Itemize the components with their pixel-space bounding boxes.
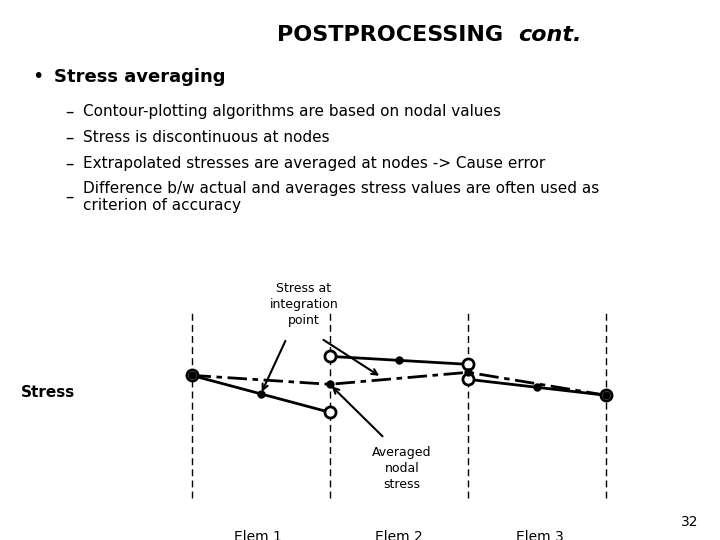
Text: Difference b/w actual and averages stress values are often used as
criterion of : Difference b/w actual and averages stres… xyxy=(83,181,599,213)
Text: –: – xyxy=(65,103,73,121)
Text: –: – xyxy=(65,188,73,206)
Text: Stress averaging: Stress averaging xyxy=(54,68,225,86)
Text: •: • xyxy=(32,67,44,86)
Text: –: – xyxy=(65,154,73,173)
Text: Contour-plotting algorithms are based on nodal values: Contour-plotting algorithms are based on… xyxy=(83,104,501,119)
Text: POSTPROCESSING: POSTPROCESSING xyxy=(277,25,511,45)
Text: Stress is discontinuous at nodes: Stress is discontinuous at nodes xyxy=(83,130,330,145)
Text: Stress: Stress xyxy=(20,385,75,400)
Text: Elem 2: Elem 2 xyxy=(375,530,423,540)
Text: Extrapolated stresses are averaged at nodes -> Cause error: Extrapolated stresses are averaged at no… xyxy=(83,156,545,171)
Text: Stress at
integration
point: Stress at integration point xyxy=(269,282,338,327)
Text: cont.: cont. xyxy=(518,25,582,45)
Text: Elem 1: Elem 1 xyxy=(234,530,282,540)
Text: Elem 3: Elem 3 xyxy=(516,530,564,540)
Text: 32: 32 xyxy=(681,515,698,529)
Text: –: – xyxy=(65,129,73,147)
Text: Averaged
nodal
stress: Averaged nodal stress xyxy=(372,446,431,491)
